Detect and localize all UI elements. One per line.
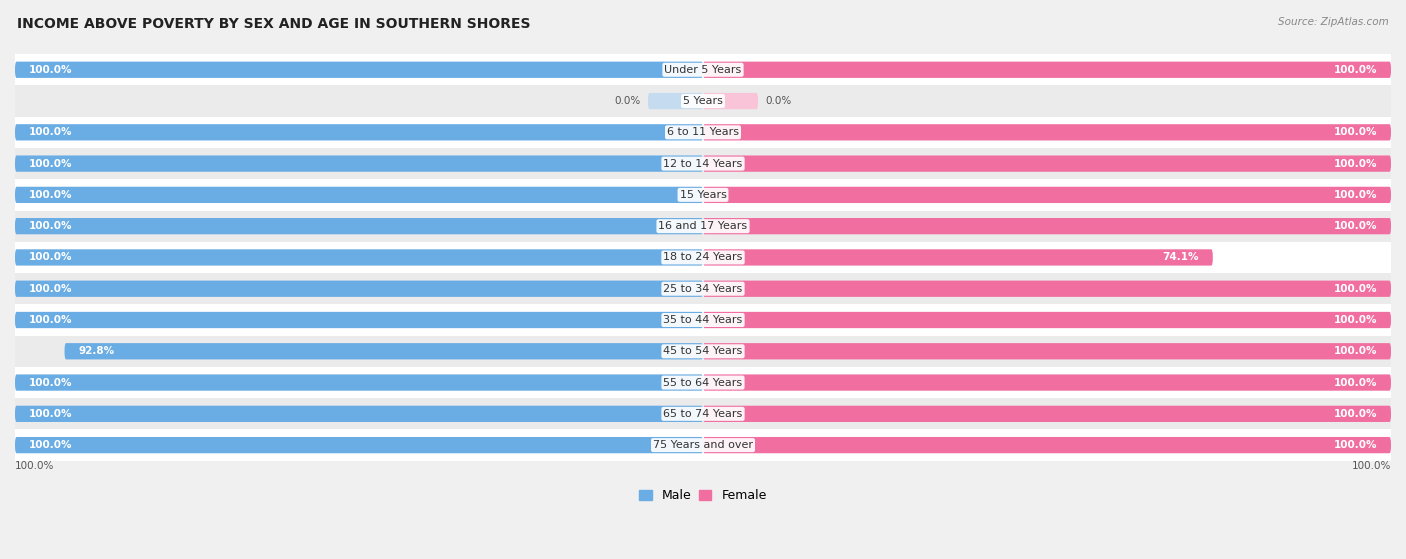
FancyBboxPatch shape (703, 406, 1391, 422)
Bar (15, 367, 1391, 398)
Text: 16 and 17 Years: 16 and 17 Years (658, 221, 748, 231)
FancyBboxPatch shape (15, 61, 703, 78)
Text: 65 to 74 Years: 65 to 74 Years (664, 409, 742, 419)
Text: 100.0%: 100.0% (1334, 440, 1378, 450)
Text: 6 to 11 Years: 6 to 11 Years (666, 127, 740, 138)
FancyBboxPatch shape (703, 375, 1391, 391)
FancyBboxPatch shape (703, 155, 1391, 172)
Text: 45 to 54 Years: 45 to 54 Years (664, 346, 742, 356)
FancyBboxPatch shape (703, 437, 1391, 453)
Bar (15, 398, 1391, 429)
FancyBboxPatch shape (15, 249, 703, 266)
FancyBboxPatch shape (703, 343, 1391, 359)
Bar (15, 179, 1391, 211)
Bar (15, 86, 1391, 117)
FancyBboxPatch shape (15, 312, 703, 328)
Text: 18 to 24 Years: 18 to 24 Years (664, 253, 742, 262)
FancyBboxPatch shape (703, 249, 1213, 266)
Text: 100.0%: 100.0% (1334, 190, 1378, 200)
FancyBboxPatch shape (65, 343, 703, 359)
Bar (15, 335, 1391, 367)
FancyBboxPatch shape (703, 93, 758, 109)
Text: 100.0%: 100.0% (28, 377, 72, 387)
Text: 75 Years and over: 75 Years and over (652, 440, 754, 450)
Text: 100.0%: 100.0% (15, 461, 55, 471)
Text: 35 to 44 Years: 35 to 44 Years (664, 315, 742, 325)
FancyBboxPatch shape (15, 281, 703, 297)
Text: 100.0%: 100.0% (1334, 346, 1378, 356)
Text: 100.0%: 100.0% (28, 315, 72, 325)
FancyBboxPatch shape (648, 93, 703, 109)
Text: 15 Years: 15 Years (679, 190, 727, 200)
Bar (15, 273, 1391, 304)
FancyBboxPatch shape (703, 187, 1391, 203)
FancyBboxPatch shape (703, 124, 1391, 140)
Text: 100.0%: 100.0% (1334, 409, 1378, 419)
Text: 25 to 34 Years: 25 to 34 Years (664, 284, 742, 293)
FancyBboxPatch shape (15, 375, 703, 391)
FancyBboxPatch shape (703, 281, 1391, 297)
Bar (15, 304, 1391, 335)
Bar (15, 429, 1391, 461)
Text: 100.0%: 100.0% (28, 221, 72, 231)
Text: INCOME ABOVE POVERTY BY SEX AND AGE IN SOUTHERN SHORES: INCOME ABOVE POVERTY BY SEX AND AGE IN S… (17, 17, 530, 31)
Text: 55 to 64 Years: 55 to 64 Years (664, 377, 742, 387)
Text: 100.0%: 100.0% (1334, 377, 1378, 387)
FancyBboxPatch shape (15, 124, 703, 140)
FancyBboxPatch shape (703, 61, 1391, 78)
Bar (15, 117, 1391, 148)
Text: 92.8%: 92.8% (79, 346, 114, 356)
Text: 0.0%: 0.0% (765, 96, 792, 106)
Text: Under 5 Years: Under 5 Years (665, 65, 741, 75)
Text: 100.0%: 100.0% (28, 190, 72, 200)
Text: 100.0%: 100.0% (28, 159, 72, 169)
Text: 100.0%: 100.0% (1334, 315, 1378, 325)
Text: Source: ZipAtlas.com: Source: ZipAtlas.com (1278, 17, 1389, 27)
Text: 100.0%: 100.0% (28, 127, 72, 138)
Text: 100.0%: 100.0% (28, 65, 72, 75)
Text: 100.0%: 100.0% (28, 440, 72, 450)
Text: 100.0%: 100.0% (1334, 65, 1378, 75)
Text: 100.0%: 100.0% (28, 284, 72, 293)
FancyBboxPatch shape (15, 187, 703, 203)
Text: 100.0%: 100.0% (1351, 461, 1391, 471)
FancyBboxPatch shape (15, 437, 703, 453)
Text: 100.0%: 100.0% (28, 253, 72, 262)
Legend: Male, Female: Male, Female (634, 484, 772, 508)
Text: 100.0%: 100.0% (1334, 284, 1378, 293)
Bar (15, 242, 1391, 273)
FancyBboxPatch shape (15, 155, 703, 172)
Bar (15, 211, 1391, 242)
FancyBboxPatch shape (703, 312, 1391, 328)
Text: 100.0%: 100.0% (1334, 159, 1378, 169)
Text: 0.0%: 0.0% (614, 96, 641, 106)
Text: 100.0%: 100.0% (1334, 221, 1378, 231)
FancyBboxPatch shape (15, 218, 703, 234)
FancyBboxPatch shape (703, 218, 1391, 234)
Text: 100.0%: 100.0% (1334, 127, 1378, 138)
Bar (15, 148, 1391, 179)
Text: 5 Years: 5 Years (683, 96, 723, 106)
Bar (15, 54, 1391, 86)
Text: 100.0%: 100.0% (28, 409, 72, 419)
Text: 12 to 14 Years: 12 to 14 Years (664, 159, 742, 169)
FancyBboxPatch shape (15, 406, 703, 422)
Text: 74.1%: 74.1% (1163, 253, 1199, 262)
